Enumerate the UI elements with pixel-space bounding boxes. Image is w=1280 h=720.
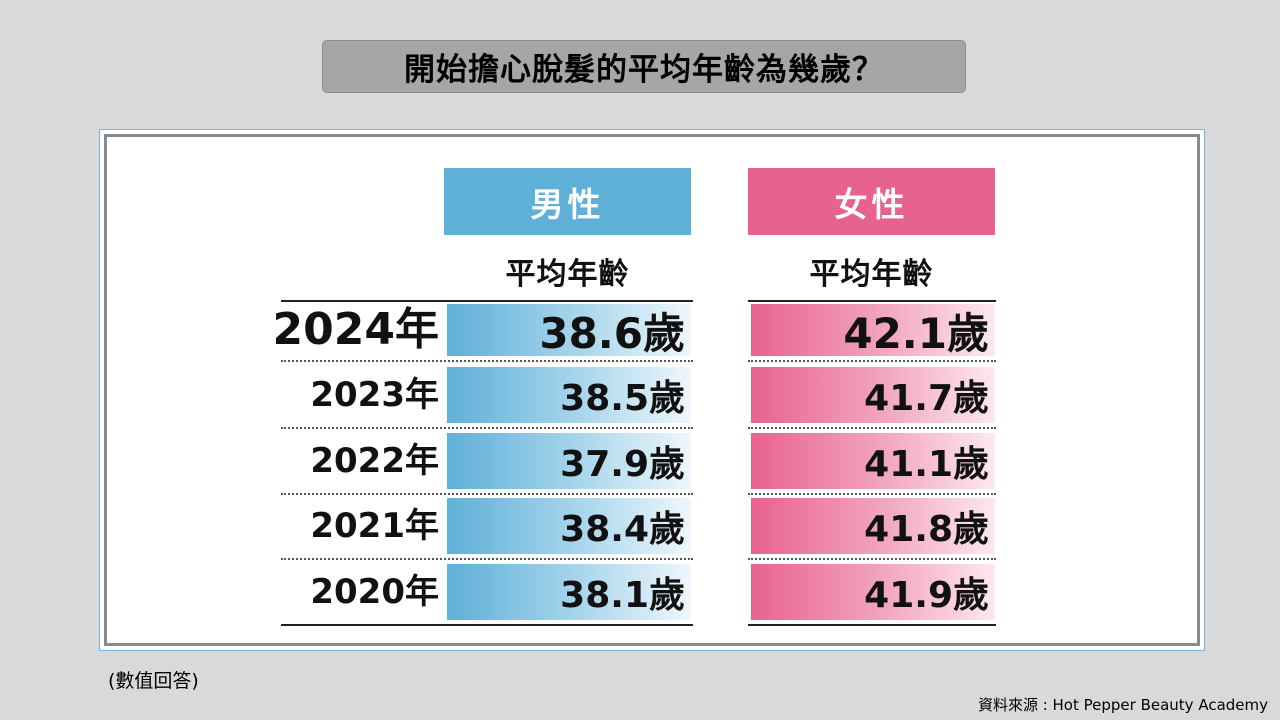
row-separator (281, 427, 693, 429)
row-year-label: 2023年 (310, 375, 439, 415)
male-value-bar: 38.1歲 (447, 563, 691, 620)
row-separator (281, 360, 693, 362)
female-column-header: 女性 (748, 168, 995, 235)
female-value-bar: 42.1歲 (751, 304, 995, 358)
female-value-bar: 41.9歲 (751, 563, 995, 620)
table-rule (748, 300, 996, 302)
row-separator (748, 360, 996, 362)
page-title: 開始擔心脫髮的平均年齡為幾歲？ (404, 52, 884, 88)
table-rule (748, 623, 996, 626)
table-rule (281, 300, 693, 302)
row-separator (748, 558, 996, 560)
male-subheader: 平均年齡 (505, 257, 630, 292)
title-box: 開始擔心脫髮的平均年齡為幾歲？ (322, 40, 966, 93)
row-separator (281, 492, 693, 495)
female-value-bar: 41.7歲 (751, 367, 995, 423)
male-value-bar: 38.5歲 (447, 367, 691, 423)
table-rule (281, 623, 693, 626)
female-value-bar: 41.8歲 (751, 498, 995, 554)
chart-frame: 男性 女性 平均年齡 平均年齡 2024年 38.6歲 42.1歲 2023年 38.5… (99, 129, 1205, 651)
male-column-header: 男性 (444, 168, 691, 235)
female-value-bar: 41.1歲 (751, 432, 995, 489)
male-value-bar: 37.9歲 (447, 432, 691, 489)
female-subheader: 平均年齡 (809, 257, 934, 292)
male-value-bar: 38.4歲 (447, 498, 691, 554)
source-credit: 資料來源 : Hot Pepper Beauty Academy (977, 696, 1268, 714)
row-year-label: 2022年 (310, 440, 439, 481)
row-separator (748, 427, 996, 429)
male-value-bar: 38.6歲 (447, 304, 691, 358)
row-year-label: 2021年 (310, 506, 439, 546)
row-year-label: 2024年 (272, 304, 439, 355)
row-separator (748, 492, 996, 495)
age-table-chart: 男性 女性 平均年齡 平均年齡 2024年 38.6歲 42.1歲 2023年 38.5… (104, 134, 1200, 646)
row-separator (281, 558, 693, 560)
row-year-label: 2020年 (310, 571, 439, 612)
footnote: (數值回答) (108, 670, 199, 692)
